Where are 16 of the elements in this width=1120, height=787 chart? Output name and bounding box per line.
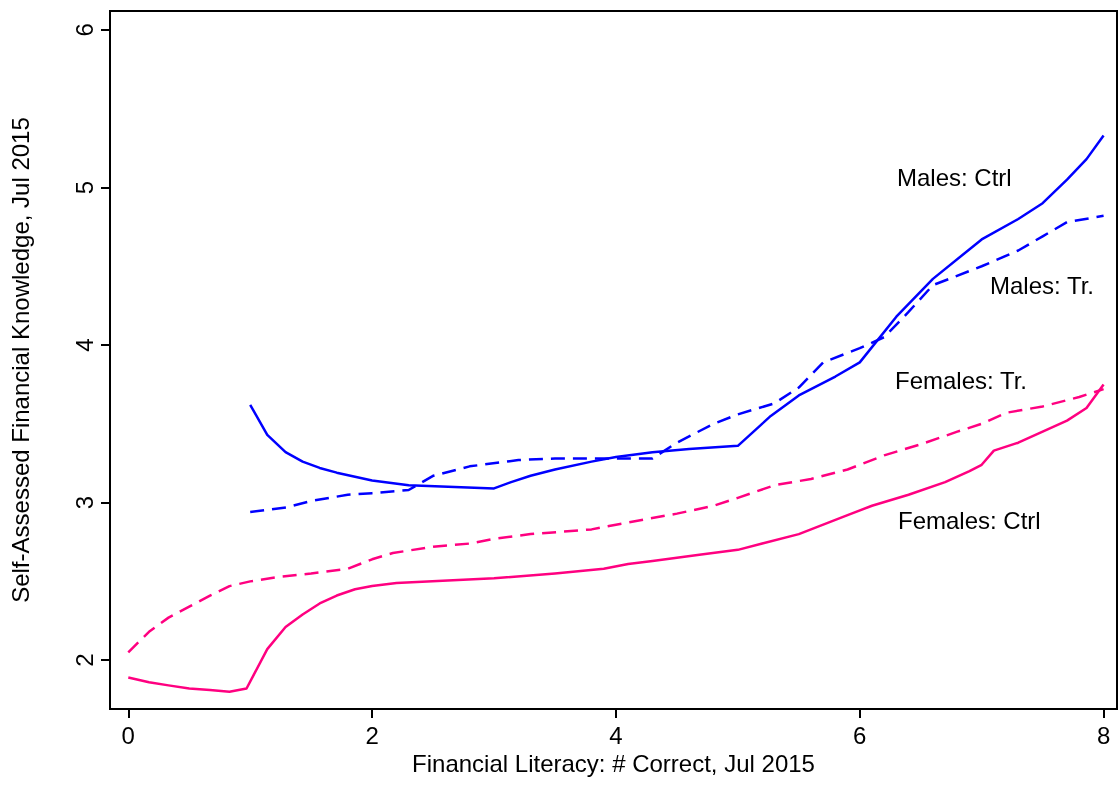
x-tick-label: 6 [853,721,867,749]
series-label: Females: Tr. [895,366,1028,394]
y-tick-label: 5 [70,180,98,195]
x-tick-label: 8 [1096,721,1111,749]
series-label: Males: Ctrl [897,163,1012,191]
y-tick-label: 6 [70,23,98,37]
y-tick-label: 3 [70,495,98,510]
y-axis-title: Self-Assessed Financial Knowledge, Jul 2015 [6,117,34,603]
x-tick-label: 0 [121,721,135,749]
series-label: Males: Tr. [990,271,1095,299]
y-tick-label: 2 [70,653,98,667]
x-tick-label: 4 [609,721,623,749]
x-tick-label: 2 [365,721,379,749]
x-axis-title: Financial Literacy: # Correct, Jul 2015 [412,750,815,778]
series-label: Females: Ctrl [898,506,1041,534]
y-tick-label: 4 [70,338,98,352]
